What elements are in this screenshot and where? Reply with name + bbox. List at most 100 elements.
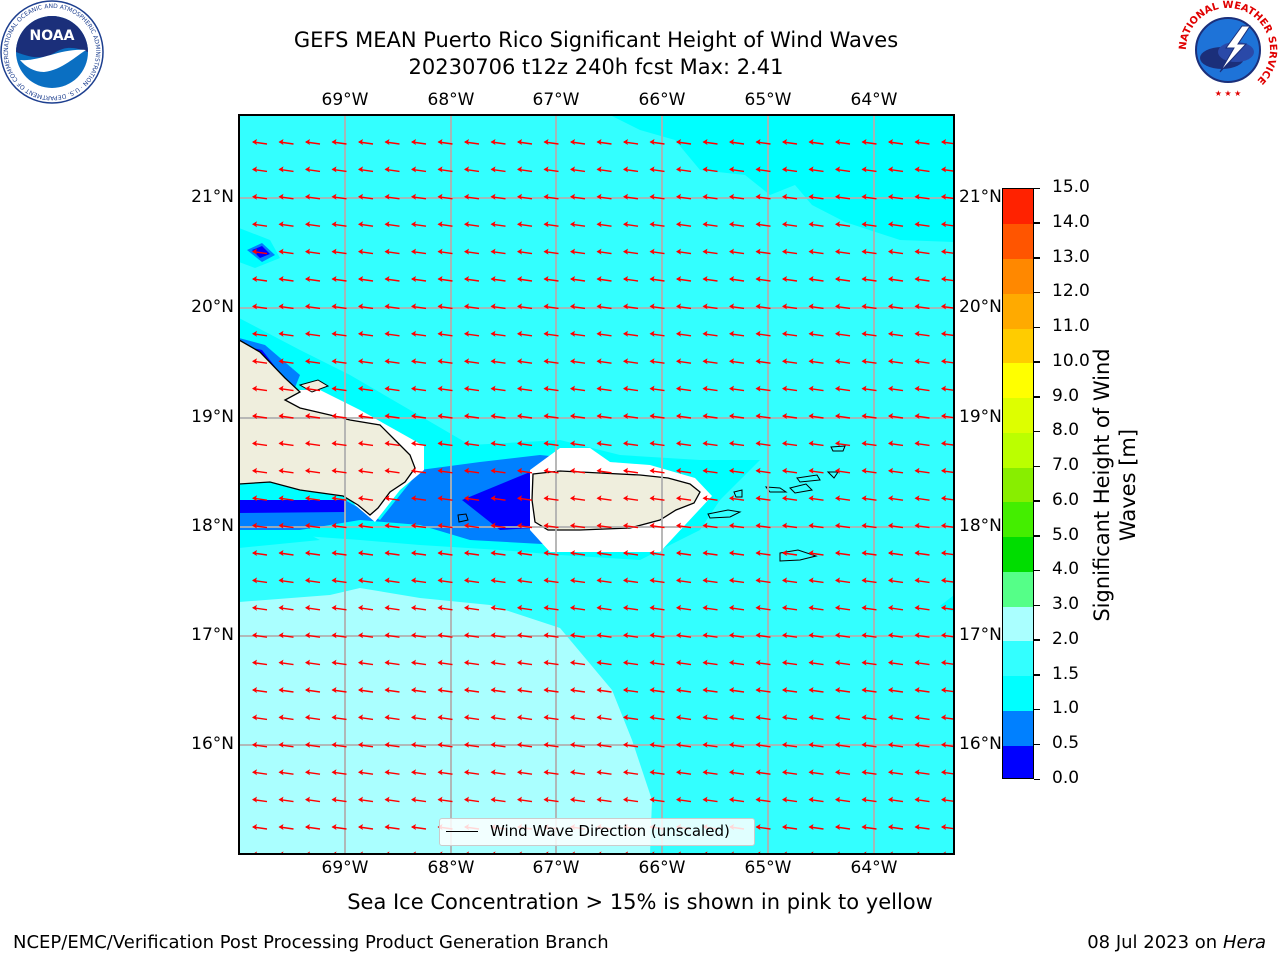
lon-label-bottom: 64°W [850,858,898,878]
wave-direction-arrowhead [835,467,840,474]
footer-date-text: 08 Jul 2023 on [1087,932,1223,953]
wave-direction-arrowhead [888,276,893,282]
wave-direction-arrowhead [570,385,575,392]
wave-direction-arrowhead [649,714,655,721]
wave-direction-arrowhead [835,604,840,611]
wave-direction-arrowhead [331,769,337,776]
wave-direction-arrowhead [278,440,284,447]
wave-direction-arrowhead [252,522,257,529]
wave-direction-arrowhead [411,358,416,365]
wave-direction-arrowhead [596,796,602,803]
wave-direction-arrowhead [570,166,575,173]
lon-label-top: 64°W [850,90,898,110]
wave-direction-arrowhead [517,440,522,447]
wave-direction-arrowhead [543,687,549,693]
wave-direction-arrowhead [835,385,840,392]
svg-text:★ ★ ★: ★ ★ ★ [1215,89,1242,98]
wave-direction-arrowhead [464,550,469,556]
wave-direction-arrowhead [252,221,257,228]
wave-direction-arrowhead [808,495,814,502]
wave-direction-arrowhead [596,687,602,693]
wave-direction-arrowhead [861,522,867,529]
colorbar-tick-mark [1034,222,1040,224]
wave-direction-arrowhead [411,440,416,447]
wave-direction-arrowhead [702,522,708,529]
wave-direction-arrowhead [384,413,390,419]
wave-direction-arrowhead [384,193,390,200]
wave-direction-arrowhead [252,659,257,666]
wave-direction-arrowhead [437,741,443,748]
wave-direction-arrowhead [384,330,390,337]
wave-direction-arrowhead [623,741,628,748]
wave-direction-arrowhead [623,221,628,228]
wave-direction-arrowhead [861,741,867,748]
wave-direction-arrowhead [623,193,628,200]
wave-direction-arrowhead [623,550,628,556]
wave-direction-arrowhead [252,276,257,282]
wave-direction-arrowhead [252,248,257,255]
wave-direction-arrowhead [888,550,893,556]
wave-direction-arrowhead [835,303,840,310]
wave-direction-arrowhead [835,139,840,145]
wave-direction-arrowhead [464,221,469,228]
wave-direction-arrowhead [411,303,416,310]
wave-direction-arrowhead [755,796,761,803]
wave-direction-arrowhead [543,741,549,748]
wave-direction-arrowhead [411,714,416,721]
wave-direction-arrowhead [941,248,946,255]
wave-direction-arrowhead [464,769,469,776]
wave-direction-arrowhead [384,577,390,584]
colorbar-band [1003,328,1033,364]
wave-direction-arrowhead [914,330,920,337]
wave-direction-arrowhead [729,330,734,337]
wave-direction-arrowhead [808,385,814,392]
wave-direction-arrowhead [490,714,496,721]
wave-direction-arrowhead [596,330,602,337]
tortola-island [796,474,821,483]
wave-direction-arrowhead [729,796,734,803]
wave-direction-arrowhead [358,193,363,200]
wave-direction-arrowhead [517,687,522,693]
wave-direction-arrowhead [782,330,787,337]
wave-direction-arrowhead [543,495,549,502]
wave-direction-arrowhead [331,659,337,666]
wave-direction-arrowhead [543,577,549,584]
wave-direction-arrowhead [676,166,681,173]
wave-direction-arrowhead [278,604,284,611]
wave-direction-arrowhead [570,769,575,776]
wave-direction-arrowhead [702,303,708,310]
wave-direction-arrowhead [252,358,257,365]
wave-direction-arrowhead [305,632,310,639]
wave-direction-arrowhead [570,413,575,419]
wave-direction-arrowhead [384,248,390,255]
colorbar-tick-mark [1034,291,1040,294]
wave-direction-arrowhead [464,632,469,639]
wave-direction-arrowhead [331,385,337,392]
wave-direction-arrowhead [411,604,416,611]
wave-direction-arrowhead [755,741,761,748]
ocean-2.0-3.0-southwest [239,588,652,854]
wave-direction-arrowhead [623,385,628,392]
wave-direction-arrowhead [384,276,390,282]
wave-direction-arrowhead [490,303,496,310]
wave-direction-arrowhead [623,413,628,419]
wave-direction-arrowhead [729,166,734,173]
colorbar-tick-label: 8.0 [1052,420,1080,441]
wave-direction-arrowhead [676,358,681,365]
wave-direction-arrowhead [861,796,867,803]
wave-direction-arrowhead [755,440,761,447]
wave-direction-arrowhead [570,358,575,365]
footer-branch: NCEP/EMC/Verification Post Processing Pr… [13,932,609,953]
wave-direction-arrowhead [835,659,840,666]
wave-direction-arrowhead [358,741,363,748]
vieques-island [707,509,742,519]
wave-direction-arrowhead [278,714,284,721]
wave-direction-arrowhead [676,741,681,748]
wave-direction-arrowhead [808,769,814,776]
wave-direction-arrowhead [888,413,893,419]
colorbar-tick-label: 14.0 [1052,211,1090,232]
wave-direction-arrowhead [411,166,416,173]
wave-direction-arrowhead [384,632,390,639]
wave-direction-arrowhead [941,413,946,419]
wave-direction-arrowhead [888,221,893,228]
